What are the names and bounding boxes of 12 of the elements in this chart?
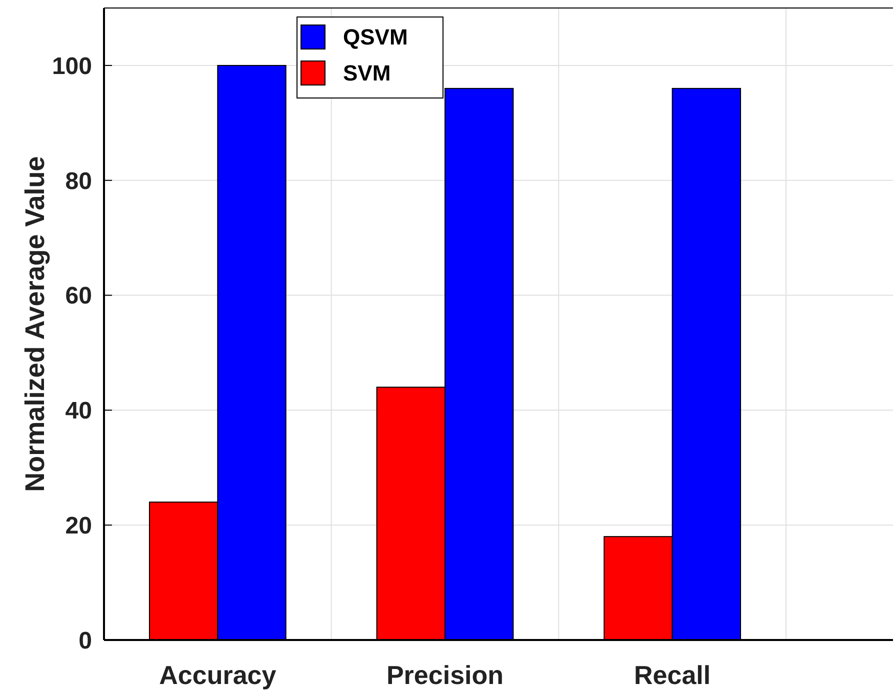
legend-label: SVM	[343, 60, 391, 86]
y-tick-label: 60	[65, 282, 92, 310]
y-tick-label: 0	[78, 627, 92, 654]
y-tick-label: 80	[65, 168, 92, 195]
y-tick-label: 40	[65, 398, 92, 425]
x-tick-label: Recall	[634, 660, 711, 690]
y-axis-title: Normalized Average Value	[20, 156, 50, 492]
y-tick-label: 100	[52, 52, 92, 80]
y-tick-label: 20	[65, 512, 92, 540]
x-tick-label: Accuracy	[159, 660, 277, 690]
legend-label: QSVM	[343, 24, 408, 50]
x-tick-label: Precision	[386, 660, 504, 690]
